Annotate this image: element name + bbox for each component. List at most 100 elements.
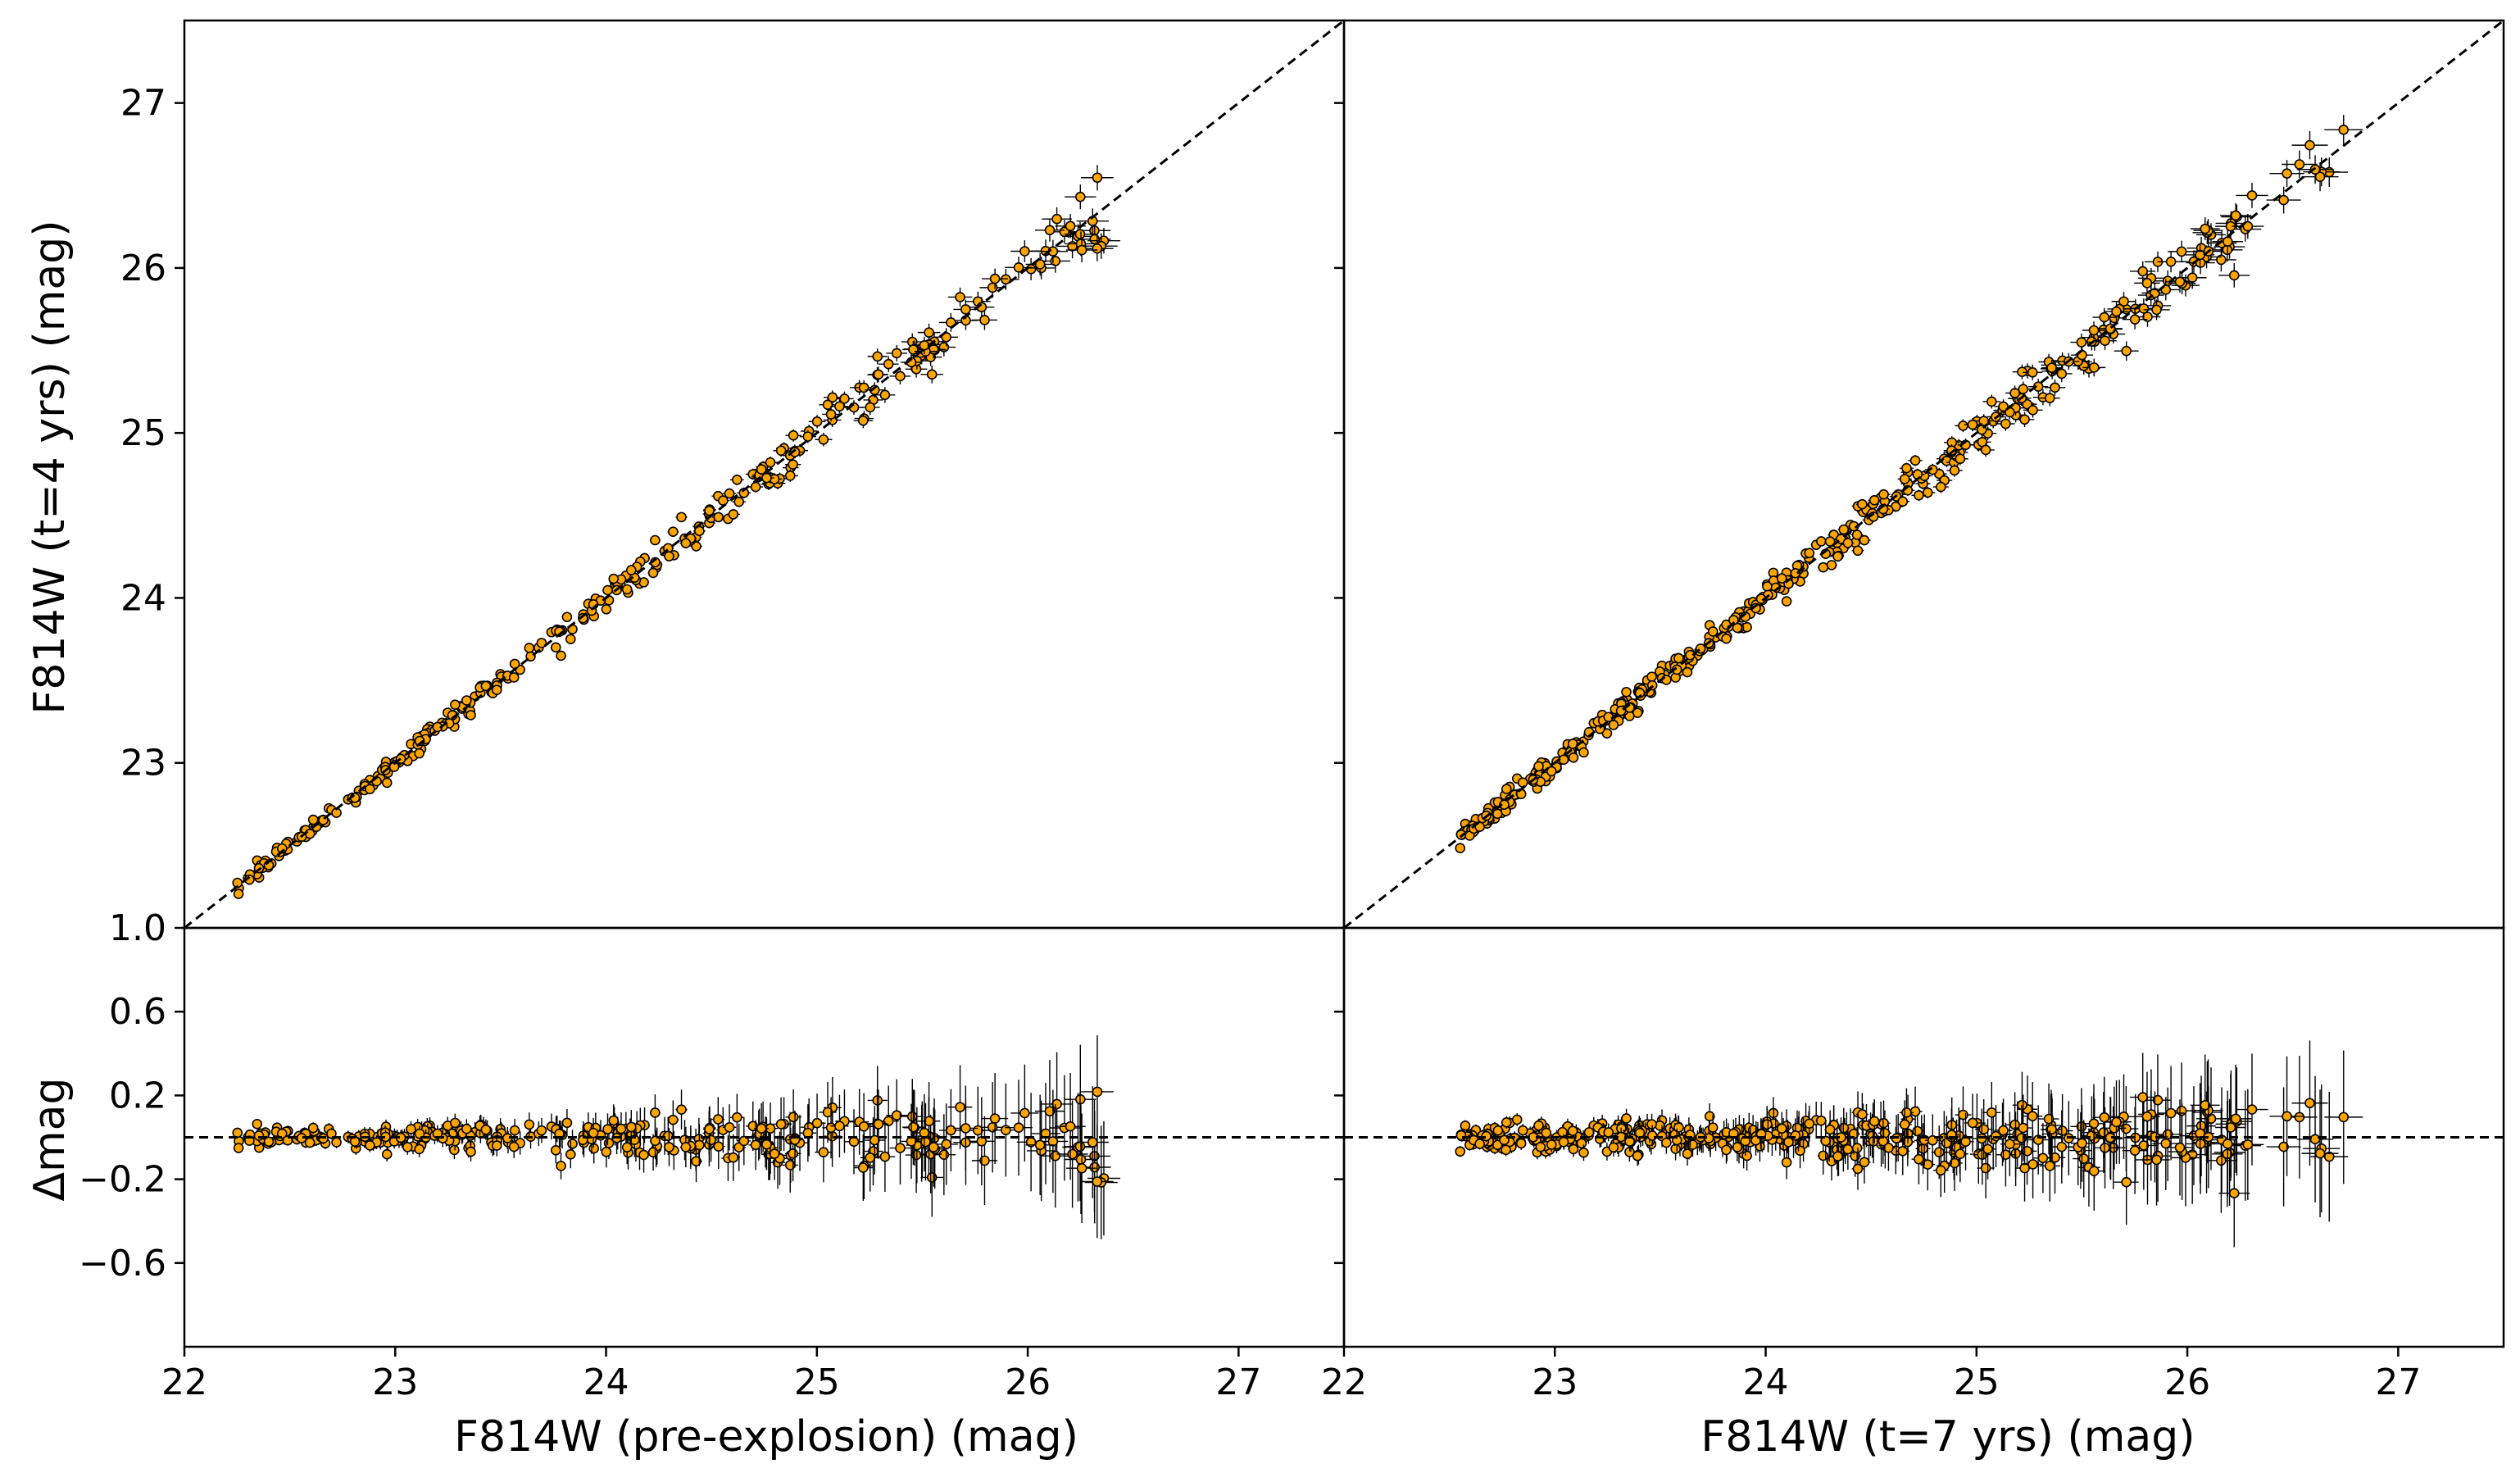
- y-axis-label-bottom: Δmag: [25, 1077, 75, 1201]
- marker: [879, 389, 891, 401]
- marker: [2022, 1146, 2032, 1157]
- marker: [1980, 1162, 1991, 1174]
- left-top-point: [748, 481, 763, 493]
- left-bottom-point: [1065, 1104, 1097, 1215]
- marker: [788, 430, 799, 441]
- right-bottom-point: [1455, 1146, 1466, 1157]
- left-top-point: [913, 336, 936, 354]
- left-bottom-point: [615, 1112, 627, 1146]
- left-bottom-point: [608, 1104, 620, 1137]
- left-bottom-point: [1005, 1080, 1033, 1176]
- left-bottom-point: [1010, 1064, 1039, 1162]
- marker: [2088, 325, 2100, 336]
- left-top-point: [867, 348, 888, 365]
- left-bottom-point: [621, 1130, 633, 1165]
- y-axis-label-top: F814W (t=4 yrs) (mag): [25, 220, 75, 714]
- marker: [2186, 272, 2198, 284]
- left-bottom-point: [679, 1126, 692, 1168]
- marker: [1762, 581, 1773, 592]
- marker: [1826, 560, 1837, 571]
- left-top-point: [509, 658, 520, 670]
- left-top-point: [679, 538, 692, 549]
- left-bottom-point: [679, 1120, 691, 1161]
- left-top-point: [732, 496, 747, 507]
- marker: [465, 710, 476, 721]
- marker: [891, 348, 902, 359]
- left-bottom-point: [450, 1113, 461, 1133]
- marker: [509, 658, 520, 670]
- left-bottom-point: [799, 1104, 816, 1162]
- marker: [1067, 241, 1078, 252]
- marker: [461, 1123, 472, 1134]
- marker: [858, 382, 870, 393]
- marker: [1051, 1098, 1062, 1110]
- left-top-point: [647, 567, 659, 579]
- left-bottom-point: [625, 1110, 637, 1144]
- left-bottom-point: [253, 1130, 265, 1141]
- left-bottom-point: [953, 1085, 978, 1171]
- marker: [756, 464, 767, 475]
- left-bottom-point: [276, 1128, 288, 1139]
- left-top-point: [692, 525, 706, 537]
- marker: [621, 1142, 633, 1152]
- left-bottom-point: [402, 1139, 413, 1155]
- marker: [1816, 1115, 1827, 1126]
- left-top-point: [787, 445, 803, 459]
- marker: [601, 1147, 612, 1157]
- left-bottom-point: [508, 1135, 520, 1158]
- marker: [480, 1124, 492, 1135]
- marker: [733, 496, 745, 507]
- marker: [2121, 1176, 2132, 1188]
- left-top-point: [649, 534, 661, 546]
- left-top-point: [835, 391, 854, 407]
- marker: [550, 1144, 561, 1156]
- marker: [839, 393, 850, 404]
- marker: [680, 538, 692, 549]
- marker: [252, 1118, 263, 1130]
- left-top-point: [822, 407, 840, 421]
- marker: [414, 748, 425, 759]
- marker: [895, 370, 906, 382]
- marker: [1044, 225, 1056, 236]
- marker: [647, 567, 659, 579]
- marker: [883, 358, 894, 370]
- left-top-point: [782, 469, 798, 482]
- marker: [728, 1152, 739, 1163]
- marker: [822, 1107, 833, 1118]
- marker: [1089, 1162, 1100, 1173]
- left-bottom-point: [601, 1136, 612, 1168]
- left-top-point: [663, 551, 675, 561]
- marker: [858, 1121, 870, 1132]
- marker: [381, 777, 393, 789]
- marker: [879, 1151, 891, 1162]
- left-top-point: [711, 511, 725, 523]
- right-bottom-point: [2205, 1107, 2236, 1213]
- left-top-point: [307, 814, 319, 825]
- marker: [1455, 843, 1466, 854]
- marker: [263, 1136, 275, 1148]
- marker: [989, 273, 1001, 284]
- marker: [1460, 1121, 1471, 1131]
- right-top-point: [1818, 561, 1829, 573]
- marker: [1935, 481, 1946, 493]
- marker: [1074, 1141, 1086, 1152]
- marker: [1852, 545, 1864, 557]
- marker: [694, 1139, 705, 1151]
- left-bottom-point: [934, 1103, 958, 1185]
- marker: [1933, 1147, 1945, 1157]
- marker: [738, 1135, 750, 1147]
- marker: [946, 1125, 956, 1136]
- left-top-point: [819, 398, 837, 412]
- marker: [2009, 388, 2020, 398]
- marker: [253, 1130, 265, 1141]
- marker: [732, 1112, 742, 1123]
- left-top-point: [947, 287, 973, 307]
- marker: [1501, 1117, 1512, 1128]
- left-top-point: [233, 889, 244, 899]
- marker: [1013, 261, 1024, 273]
- right-bottom-point: [1632, 1146, 1643, 1166]
- marker: [331, 1137, 342, 1148]
- right-bottom-point: [1815, 1102, 1827, 1140]
- left-top-point: [874, 387, 896, 403]
- right-top-point: [1501, 784, 1512, 794]
